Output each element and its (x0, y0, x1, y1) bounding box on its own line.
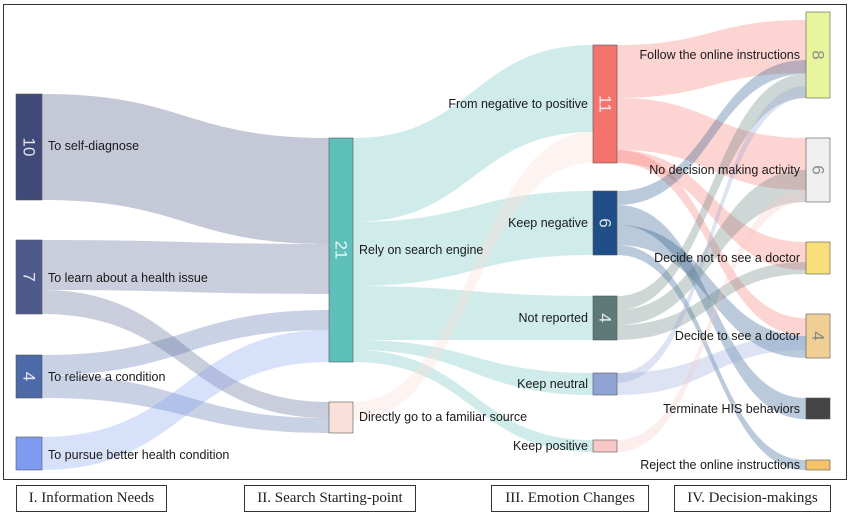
node-label-familiar: Directly go to a familiar source (359, 410, 527, 424)
link-keeppos-to-nodec (617, 190, 806, 452)
node-label-learn: To learn about a health issue (48, 271, 208, 285)
node-label-notdoc: Decide not to see a doctor (654, 251, 800, 265)
link-negpos-to-notdoc (617, 150, 806, 270)
node-label-search: Rely on search engine (359, 243, 483, 257)
link-learn-to-familiar (42, 290, 329, 418)
node-term (805, 397, 831, 420)
node-count-learn: 7 (20, 272, 39, 281)
stage-label-information-needs: I. Information Needs (16, 485, 167, 512)
node-label-keeppos: Keep positive (513, 439, 588, 453)
node-familiar (328, 401, 354, 434)
node-label-negpos: From negative to positive (448, 97, 588, 111)
link-search-to-keepneg (353, 191, 593, 286)
node-search (328, 137, 354, 363)
node-doc (805, 313, 831, 359)
node-count-doc: 4 (809, 331, 828, 340)
node-keepneg (592, 190, 618, 256)
node-label-follow: Follow the online instructions (640, 48, 801, 62)
link-negpos-to-follow (617, 20, 806, 98)
link-keepneg-to-term (617, 205, 806, 419)
stage-label-decision-makings: IV. Decision-makings (674, 485, 831, 512)
node-notdoc (805, 241, 831, 275)
node-keepneu (592, 372, 618, 396)
stage-label-emotion-changes: III. Emotion Changes (491, 485, 649, 512)
link-search-to-keepneu (353, 340, 593, 395)
nodes-layer (15, 11, 831, 471)
node-keeppos (592, 439, 618, 453)
link-negpos-to-doc (617, 150, 806, 336)
link-notrep-to-nodec (617, 170, 806, 325)
node-label-reject: Reject the online instructions (640, 458, 800, 472)
node-label-keepneg: Keep negative (508, 216, 588, 230)
link-learn-to-search (42, 240, 329, 294)
node-label-pursue: To pursue better health condition (48, 448, 229, 462)
link-pursue-to-search (42, 330, 329, 470)
node-follow (805, 11, 831, 99)
link-search-to-negpos (353, 45, 593, 222)
node-reject (805, 459, 831, 471)
link-keepneg-to-doc (617, 225, 806, 358)
node-notrep (592, 295, 618, 341)
node-nodec (805, 137, 831, 203)
link-keepneu-to-follow (617, 86, 806, 383)
link-selfdiag-to-search (42, 94, 329, 244)
link-keepneg-to-reject (617, 245, 806, 470)
node-relieve (15, 354, 43, 399)
link-negpos-to-nodec (617, 98, 806, 190)
node-count-notrep: 4 (596, 313, 615, 322)
node-selfdiag (15, 93, 43, 201)
link-familiar-to-negpos (353, 132, 593, 420)
link-keepneu-to-doc (617, 336, 806, 395)
node-count-keepneg: 6 (596, 218, 615, 227)
stage-label-search-starting-point: II. Search Starting-point (244, 485, 416, 512)
link-relieve-to-search (42, 310, 329, 375)
node-count-selfdiag: 10 (20, 138, 39, 157)
node-label-relieve: To relieve a condition (48, 370, 165, 384)
node-count-negpos: 11 (596, 95, 615, 113)
node-label-selfdiag: To self-diagnose (48, 139, 139, 153)
node-count-nodec: 6 (809, 165, 828, 174)
node-label-notrep: Not reported (519, 311, 589, 325)
link-keepneg-to-follow (617, 60, 806, 205)
node-count-search: 21 (332, 241, 351, 260)
node-label-term: Terminate HIS behaviors (663, 402, 800, 416)
node-pursue (15, 436, 43, 471)
labels-layer: 10 To self-diagnose 7 To learn about a heal… (20, 48, 828, 472)
node-learn (15, 239, 43, 315)
node-count-relieve: 4 (20, 372, 39, 381)
link-search-to-notrep (353, 286, 593, 340)
link-notrep-to-follow (617, 74, 806, 310)
node-negpos (592, 44, 618, 164)
link-relieve-to-familiar (42, 375, 329, 433)
link-notrep-to-notdoc (617, 262, 806, 340)
node-count-follow: 8 (809, 50, 828, 59)
node-label-nodec: No decision making activity (649, 163, 801, 177)
node-label-keepneu: Keep neutral (517, 377, 588, 391)
node-label-doc: Decide to see a doctor (675, 329, 800, 343)
diagram-frame (3, 4, 847, 480)
links-layer (42, 20, 806, 470)
link-search-to-keeppos (353, 350, 593, 452)
